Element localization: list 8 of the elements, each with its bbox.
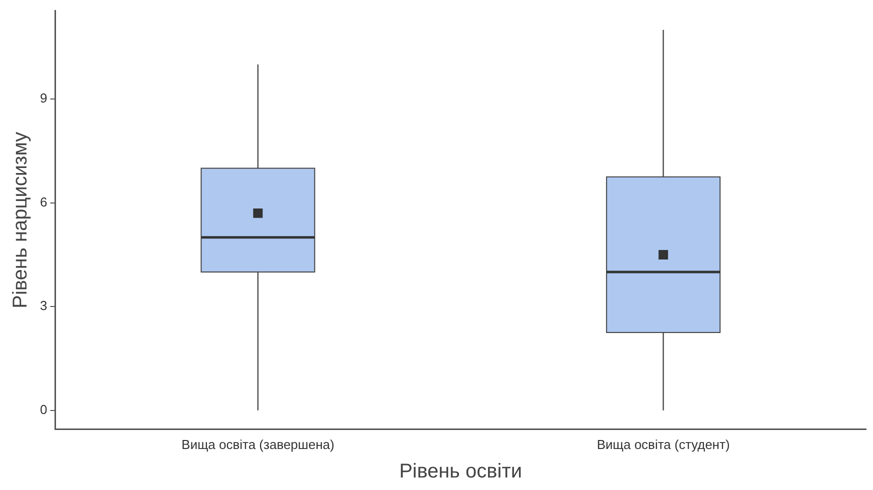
y-tick-label: 6 (40, 194, 48, 210)
y-axis-title: Рівень нарцисизму (10, 132, 32, 308)
x-tick-label: Вища освіта (студент) (596, 436, 730, 452)
y-tick-label: 9 (40, 90, 48, 106)
x-tick-label: Вища освіта (завершена) (182, 436, 334, 452)
y-tick-label: 3 (40, 298, 48, 314)
x-axis-title: Рівень освіти (399, 460, 522, 483)
y-tick-label: 0 (40, 402, 48, 417)
